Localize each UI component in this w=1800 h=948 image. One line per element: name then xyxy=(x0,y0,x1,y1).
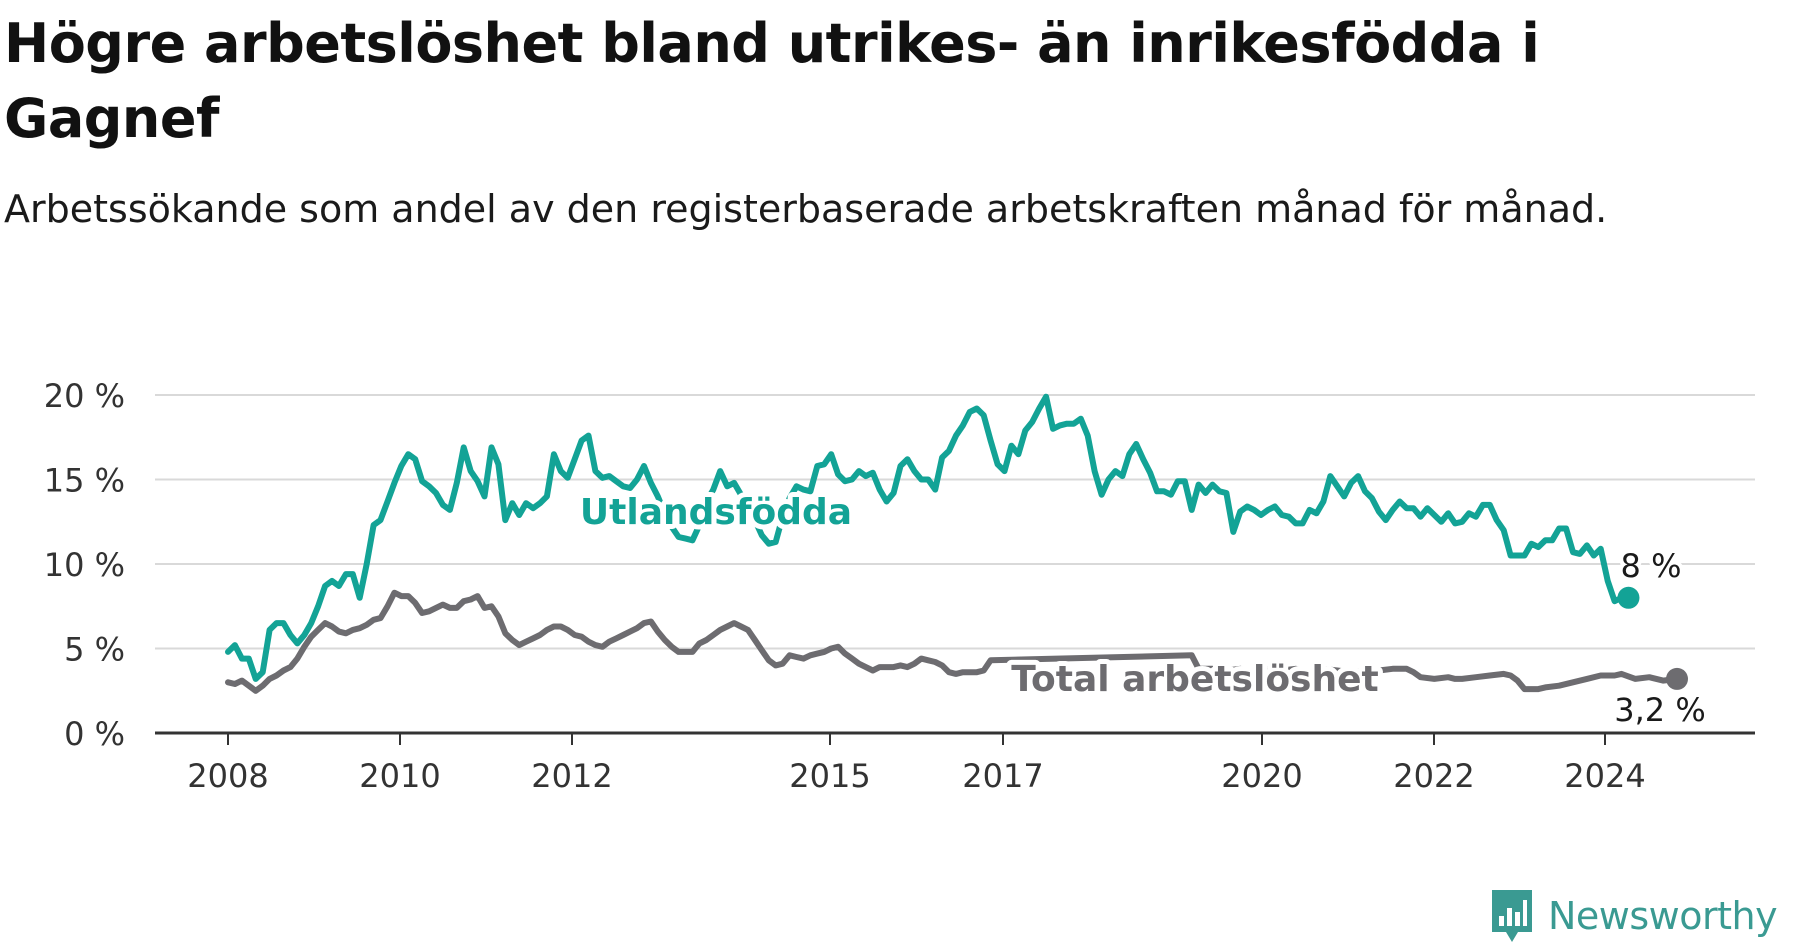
y-tick-label: 20 % xyxy=(44,377,125,415)
series-end-label: 8 % xyxy=(1621,547,1682,585)
series-labels: Utlandsfödda Total arbetslöshet 8 % 3,2 % xyxy=(575,487,1710,733)
x-tick-label: 2008 xyxy=(187,757,268,795)
x-tick-label: 2022 xyxy=(1393,757,1474,795)
chart-subtitle: Arbetssökande som andel av den registerb… xyxy=(4,187,1608,231)
brand-name: Newsworthy xyxy=(1548,894,1778,938)
chart-title: Högre arbetslöshet bland utrikes- än inr… xyxy=(4,12,1540,150)
x-tick-label: 2012 xyxy=(531,757,612,795)
series-end-label: 3,2 % xyxy=(1614,691,1705,729)
series-end-marker-1 xyxy=(1666,667,1688,690)
series-lines xyxy=(225,393,1688,694)
y-tick-label: 0 % xyxy=(64,715,125,753)
newsworthy-logo-icon xyxy=(1492,890,1532,942)
series-line-1 xyxy=(225,589,1680,694)
series-end-marker-0 xyxy=(1617,586,1640,609)
x-tick-label: 2015 xyxy=(789,757,870,795)
x-axis: 2008 2010 2012 2015 2017 2020 2022 2024 xyxy=(187,733,1646,795)
series-line-0 xyxy=(225,393,1632,682)
y-tick-label: 15 % xyxy=(44,462,125,500)
x-tick-label: 2017 xyxy=(962,757,1043,795)
y-axis: 0 % 5 % 10 % 15 % 20 % xyxy=(44,377,125,753)
y-tick-label: 10 % xyxy=(44,546,125,584)
x-tick-label: 2020 xyxy=(1221,757,1302,795)
y-tick-label: 5 % xyxy=(64,631,125,669)
series-name-label: Total arbetslöshet xyxy=(1011,659,1379,700)
newsworthy-logo: Newsworthy xyxy=(1488,886,1778,946)
x-tick-label: 2010 xyxy=(359,757,440,795)
series-name-label: Utlandsfödda xyxy=(580,492,852,533)
x-tick-label: 2024 xyxy=(1564,757,1645,795)
